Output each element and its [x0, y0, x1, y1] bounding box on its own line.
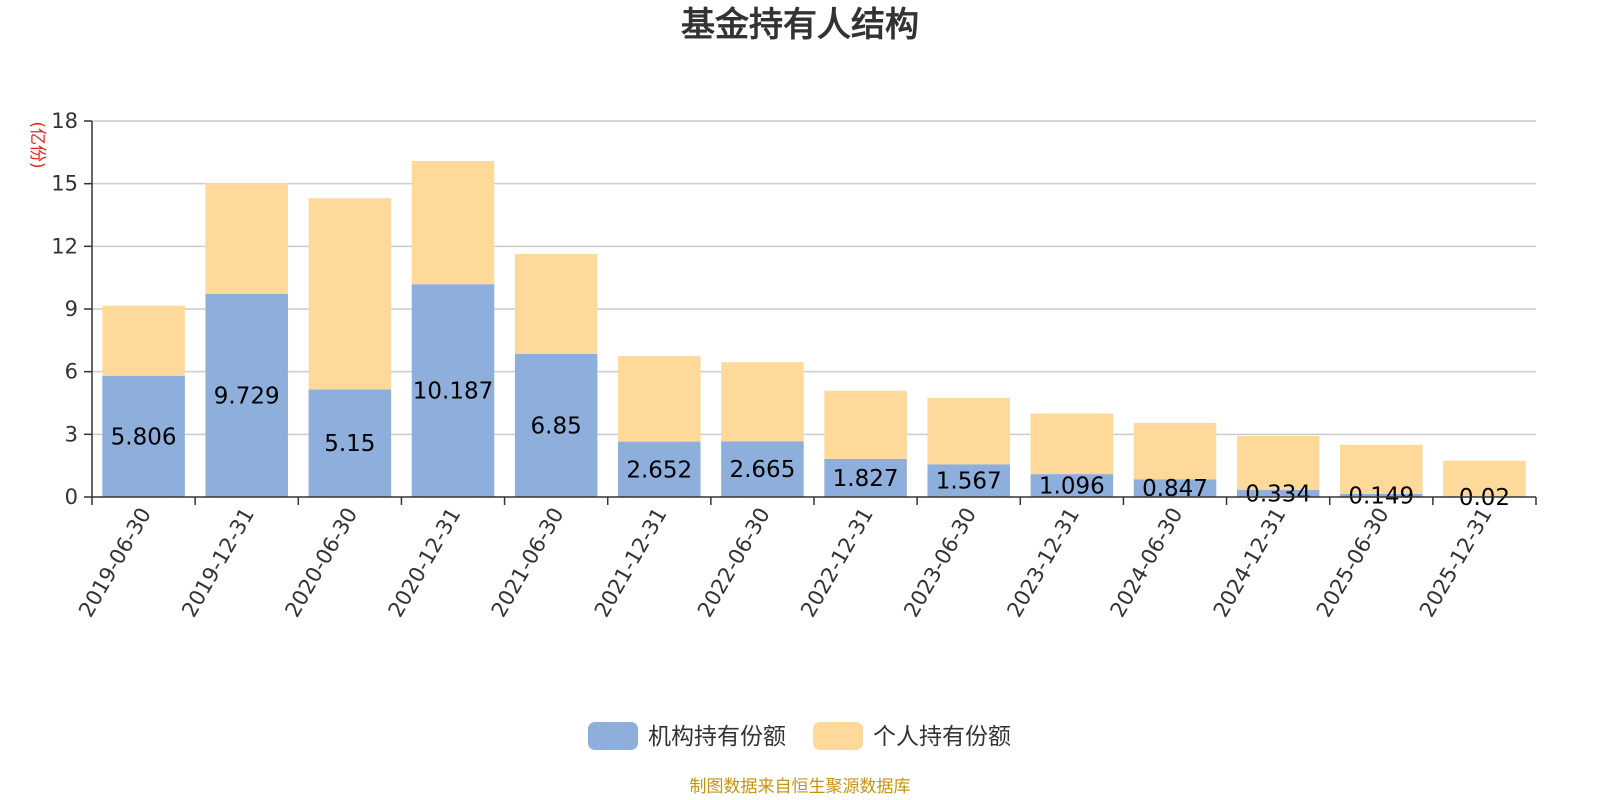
bar-data-label: 9.729	[214, 383, 280, 409]
x-tick-label: 2024-06-30	[1106, 504, 1188, 622]
bar-individual[interactable]	[618, 356, 701, 442]
bar-individual[interactable]	[514, 253, 598, 354]
x-tick-label: 2021-06-30	[487, 504, 569, 622]
bar-data-label: 1.567	[936, 469, 1002, 495]
bar-individual[interactable]	[1030, 413, 1114, 475]
x-tick-label: 2022-06-30	[693, 504, 775, 622]
bar-institutional[interactable]	[721, 441, 804, 497]
bar-institutional[interactable]	[308, 389, 392, 497]
bar-label-layer: 5.806 9.729 5.15 10.187 6.85 2.652 2.665 1.827 1…	[111, 379, 1510, 511]
bar-data-label: 1.096	[1039, 474, 1105, 500]
bar-data-label: 1.827	[833, 466, 899, 492]
bar-data-label: 5.806	[111, 424, 177, 450]
bar-individual[interactable]	[824, 390, 907, 459]
bar-individual[interactable]	[411, 160, 495, 285]
legend-item-individual[interactable]: 个人持有份额	[813, 722, 1011, 750]
chart-title: 基金持有人结构	[681, 5, 919, 45]
bar-individual[interactable]	[308, 198, 392, 390]
bar-institutional[interactable]	[1133, 479, 1217, 497]
bar-institutional[interactable]	[618, 441, 701, 497]
y-tick-label: 9	[65, 297, 78, 321]
x-tick-label: 2023-12-31	[1002, 504, 1084, 622]
x-tick-label: 2019-12-31	[177, 504, 259, 622]
x-tick-label: 2024-12-31	[1209, 504, 1291, 622]
x-tick-label: 2025-06-30	[1312, 504, 1394, 622]
bar-data-label: 0.847	[1142, 476, 1208, 502]
bar-individual[interactable]	[1340, 444, 1423, 494]
bar-individual[interactable]	[1443, 460, 1526, 497]
legend-swatch[interactable]	[588, 722, 638, 750]
bar-institutional[interactable]	[514, 353, 598, 497]
bar-individual[interactable]	[1236, 435, 1320, 491]
x-tick-label: 2023-06-30	[899, 504, 981, 622]
legend[interactable]: 机构持有份额 个人持有份额	[588, 722, 1011, 750]
bar-data-label: 6.85	[531, 413, 582, 439]
bar-institutional[interactable]	[824, 458, 907, 497]
bar-data-label: 0.02	[1459, 485, 1510, 511]
bar-data-label: 5.15	[324, 431, 375, 457]
x-tick-label: 2021-12-31	[590, 504, 672, 622]
legend-label[interactable]: 机构持有份额	[648, 724, 786, 750]
bar-data-label: 2.665	[729, 457, 795, 483]
y-axis-unit-label: (亿份)	[27, 121, 47, 168]
bar-institutional[interactable]	[1030, 474, 1114, 497]
bar-layer	[102, 160, 1526, 497]
legend-label[interactable]: 个人持有份额	[873, 724, 1011, 750]
bar-individual[interactable]	[927, 397, 1010, 465]
y-tick-label: 15	[51, 172, 78, 196]
y-tick-label: 18	[51, 109, 78, 133]
bar-data-label: 2.652	[626, 457, 692, 483]
x-tick-label: 2019-06-30	[74, 504, 156, 622]
y-tick-label: 6	[65, 360, 78, 384]
source-note: 制图数据来自恒生聚源数据库	[690, 777, 911, 797]
x-tick-label: 2025-12-31	[1415, 504, 1497, 622]
bar-individual[interactable]	[1133, 422, 1217, 480]
bar-institutional[interactable]	[1340, 493, 1423, 497]
bar-individual[interactable]	[205, 183, 288, 294]
x-tick-label: 2022-12-31	[796, 504, 878, 622]
bar-individual[interactable]	[721, 362, 804, 442]
legend-item-institutional[interactable]: 机构持有份额	[588, 722, 786, 750]
bar-institutional[interactable]	[102, 375, 185, 497]
y-tick-label: 12	[51, 234, 78, 258]
bar-individual[interactable]	[102, 305, 185, 376]
legend-swatch[interactable]	[813, 722, 863, 750]
x-tick-label: 2020-06-30	[280, 504, 362, 622]
bar-institutional[interactable]	[411, 284, 495, 497]
bar-institutional[interactable]	[927, 464, 1010, 497]
bar-data-label: 0.334	[1245, 482, 1311, 508]
y-tick-label: 0	[65, 485, 78, 509]
bar-data-label: 10.187	[413, 379, 493, 405]
bar-institutional[interactable]	[205, 293, 288, 497]
bar-institutional[interactable]	[1236, 490, 1320, 497]
y-tick-label: 3	[65, 422, 78, 446]
x-tick-label: 2020-12-31	[384, 504, 466, 622]
